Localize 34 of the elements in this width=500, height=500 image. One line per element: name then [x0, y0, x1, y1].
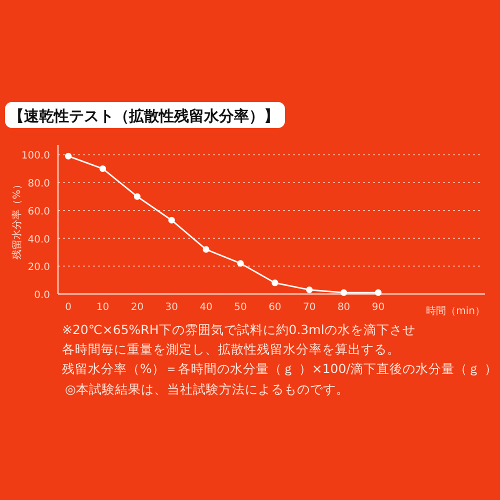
text: 各時間毎に重量を測定し、拡散性残留水分率を算出する。 [62, 342, 400, 356]
y-tick-label: 20.0 [28, 262, 50, 274]
x-tick-label: 70 [303, 302, 316, 313]
point [340, 289, 348, 296]
x-tick-label: 0 [65, 302, 72, 313]
x-tick-label: 60 [268, 302, 282, 313]
point [306, 286, 313, 294]
text: 残留水分率（%）＝各時間の水分量（ｇ ）×100/滴下直後の水分量（ｇ ） [62, 361, 498, 376]
y-axis-title: 残留水分率（%） [11, 180, 23, 260]
point [65, 152, 72, 160]
x-tick-label: 50 [234, 302, 247, 313]
x-tick-label: 80 [337, 302, 350, 313]
point [272, 280, 278, 286]
title: 【速乾性テスト（拡散性残留水分率）】 [5, 102, 285, 128]
chart-title: 【速乾性テスト（拡散性残留水分率）】 [9, 107, 279, 125]
y-tick-label: 0.0 [34, 290, 50, 301]
point [134, 193, 140, 200]
y-tick-label: 40.0 [28, 234, 50, 246]
y-tick-label: 60.0 [28, 206, 50, 218]
text: ◎本試験結果は、当社試験方法によるものです。 [65, 382, 349, 396]
y-tick-label: 80.0 [28, 178, 50, 190]
x-tick-label: 30 [165, 302, 178, 313]
text: ※20℃×65%RH下の雰囲気で試料に約0.3mlの水を滴下させ [62, 322, 416, 337]
x-tick-label: 10 [96, 302, 110, 313]
y-tick-label: 100.0 [21, 150, 50, 162]
x-tick-label: 90 [372, 302, 385, 313]
point [99, 165, 106, 172]
point [168, 216, 175, 224]
point [237, 260, 244, 267]
x-tick-label: 20 [130, 302, 144, 313]
x-tick-label: 40 [200, 302, 212, 313]
point [202, 246, 210, 253]
x-axis-title: 時間（min） [426, 305, 485, 317]
point [374, 289, 382, 296]
